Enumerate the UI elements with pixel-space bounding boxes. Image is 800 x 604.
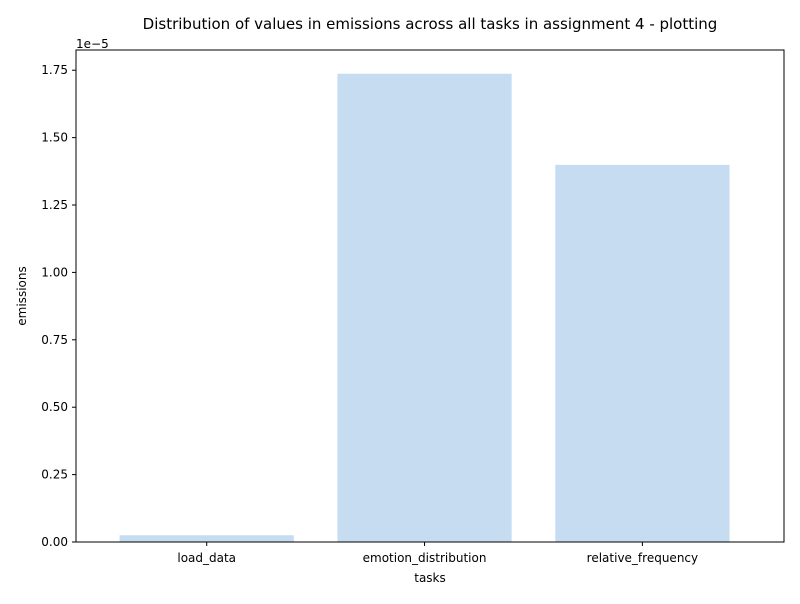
bar-relative-frequency (555, 164, 730, 543)
plot-area-frame (75, 49, 785, 543)
y-tick-label: 1.75 (41, 63, 68, 77)
y-tick-label: 0.75 (41, 333, 68, 347)
y-axis-offset-label: 1e−5 (76, 37, 109, 51)
x-axis-label: tasks (414, 571, 446, 585)
bar-emotion-distribution (337, 73, 512, 542)
x-tick-label: relative_frequency (587, 551, 698, 565)
x-axis-ticks: load_data emotion_distribution relative_fr… (177, 542, 698, 565)
y-tick-label: 1.00 (41, 265, 68, 279)
bars-layer (119, 73, 730, 543)
x-tick-label: load_data (177, 551, 236, 565)
y-axis-ticks: 0.00 0.25 0.50 0.75 1.00 1.25 1.50 1.75 (41, 63, 76, 549)
y-tick-label: 0.50 (41, 400, 68, 414)
y-tick-label: 0.00 (41, 535, 68, 549)
x-tick-label: emotion_distribution (363, 551, 487, 565)
chart-title: Distribution of values in emissions acro… (143, 15, 718, 33)
y-axis-label: emissions (15, 266, 29, 325)
y-tick-label: 1.50 (41, 131, 68, 145)
y-tick-label: 0.25 (41, 468, 68, 482)
y-tick-label: 1.25 (41, 198, 68, 212)
bar-load-data (119, 535, 294, 542)
